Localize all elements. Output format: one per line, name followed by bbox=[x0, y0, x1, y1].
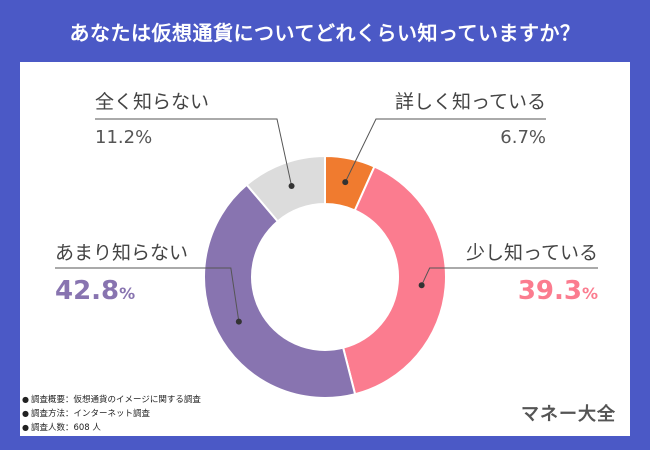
survey-notes: 調査概要：仮想通貨のイメージに関する調査 調査方法：インターネット調査 調査人数… bbox=[22, 393, 201, 435]
label-somewhat: 少し知っている bbox=[466, 242, 598, 264]
pct-not-much-number: 42.8 bbox=[55, 276, 119, 306]
pct-somewhat-unit: % bbox=[582, 284, 598, 303]
leader-not-much bbox=[55, 267, 240, 322]
label-not-much: あまり知らない bbox=[55, 242, 188, 264]
label-very-familiar: 詳しく知っている bbox=[395, 91, 546, 113]
pct-not-much-unit: % bbox=[119, 284, 135, 303]
dot-somewhat bbox=[418, 282, 425, 289]
dot-not-much bbox=[235, 318, 242, 325]
pct-not-much: 42.8% bbox=[55, 276, 135, 306]
leader-very-familiar bbox=[344, 118, 546, 183]
slice-not-at-all bbox=[245, 154, 326, 223]
dot-very-familiar bbox=[342, 179, 349, 186]
note-overview: 調査概要：仮想通貨のイメージに関する調査 bbox=[22, 393, 201, 407]
pct-somewhat: 39.3% bbox=[518, 276, 598, 306]
pct-somewhat-number: 39.3 bbox=[518, 276, 582, 306]
slice-somewhat bbox=[341, 165, 447, 396]
leader-not-at-all bbox=[95, 118, 293, 187]
note-respondents: 調査人数：608 人 bbox=[22, 421, 201, 435]
leader-somewhat bbox=[421, 267, 598, 286]
label-not-at-all: 全く知らない bbox=[95, 91, 209, 113]
chart-title: あなたは仮想通貨についてどれくらい知っていますか？ bbox=[69, 20, 581, 45]
slice-not-much bbox=[203, 183, 357, 399]
dot-not-at-all bbox=[288, 182, 295, 189]
brand-logo: マネー大全 bbox=[521, 404, 616, 425]
note-method: 調査方法：インターネット調査 bbox=[22, 407, 201, 421]
pct-not-at-all: 11.2% bbox=[95, 127, 152, 148]
pct-very-familiar: 6.7% bbox=[500, 127, 546, 148]
